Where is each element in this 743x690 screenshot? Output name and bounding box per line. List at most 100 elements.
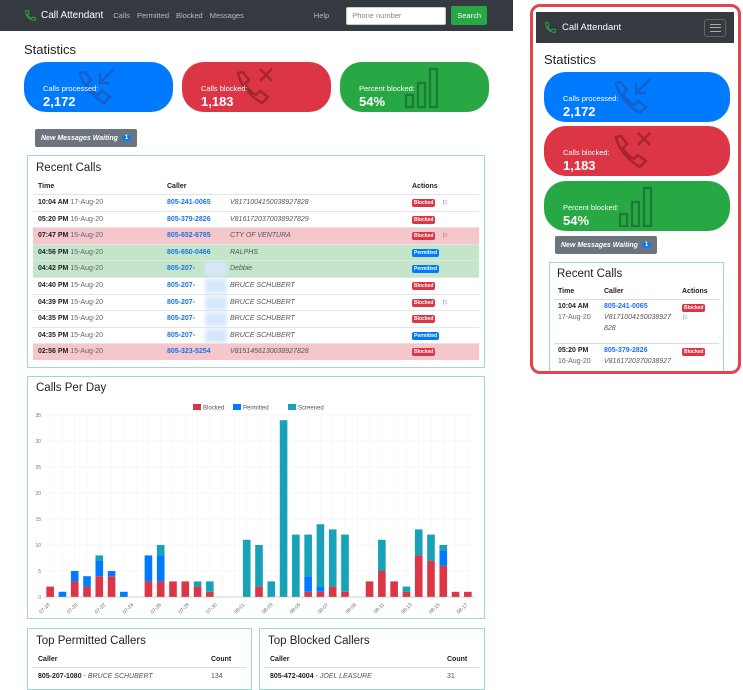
bar-blocked[interactable] <box>156 581 165 597</box>
blocked-badge[interactable]: Blocked <box>682 304 706 312</box>
blocked-badge[interactable]: Blocked <box>412 348 436 357</box>
calls-blocked-card[interactable]: Calls blocked: 1,183 <box>182 62 331 112</box>
bar-screened[interactable] <box>156 545 165 556</box>
table-row[interactable]: 04:40 PM 15-Aug-20 805-207- BRUCE SCHUBERT… <box>33 277 479 294</box>
bar-screened[interactable] <box>242 539 251 597</box>
table-row[interactable]: 07:47 PM 15-Aug-20 805-652-6785 CTY OF VEN… <box>33 227 479 244</box>
bar-blocked[interactable] <box>378 571 386 597</box>
bar-screened[interactable] <box>378 539 386 571</box>
bar-permitted[interactable] <box>83 576 91 587</box>
search-button[interactable]: Search <box>451 6 487 25</box>
bar-screened[interactable] <box>206 581 214 592</box>
bar-permitted[interactable] <box>144 555 153 582</box>
brand[interactable]: Call Attendant <box>24 9 103 22</box>
bar-blocked[interactable] <box>255 586 263 597</box>
bar-blocked[interactable] <box>95 576 104 597</box>
flag-icon[interactable]: ⚐ <box>442 299 449 307</box>
mobile-brand-title[interactable]: Call Attendant <box>562 22 622 33</box>
bar-screened[interactable] <box>316 524 325 587</box>
bar-permitted[interactable] <box>107 571 116 577</box>
caller-number[interactable]: 805-379-2826 <box>167 215 211 223</box>
bar-screened[interactable] <box>193 581 202 587</box>
caller-number[interactable]: 805-650-0466 <box>167 248 211 256</box>
bar-blocked[interactable] <box>414 555 423 597</box>
table-row[interactable]: 805-472-4004 - JOEL LEASURE <box>270 673 372 680</box>
table-row[interactable]: 02:56 PM 15-Aug-20 805-323-5254 V815145613… <box>33 343 479 361</box>
mobile-percent-card[interactable]: Percent blocked: 54% <box>544 181 730 231</box>
permitted-badge[interactable]: Permitted <box>412 331 440 340</box>
table-row[interactable]: 04:39 PM 15-Aug-20 805-207- BRUCE SCHUBERT… <box>33 293 479 311</box>
caller-number[interactable]: 805-379-2826 <box>604 347 648 354</box>
permitted-badge[interactable]: Permitted <box>412 265 440 274</box>
caller-number[interactable]: 805-241-0065 <box>604 303 648 310</box>
bar-permitted[interactable] <box>120 591 128 597</box>
percent-blocked-card[interactable]: Percent blocked: 54% <box>340 62 489 112</box>
bar-blocked[interactable] <box>365 581 374 597</box>
bar-screened[interactable] <box>292 534 300 597</box>
bar-screened[interactable] <box>328 529 337 587</box>
bar-blocked[interactable] <box>304 591 312 597</box>
caller-number[interactable]: 805-207- <box>167 282 196 289</box>
bar-permitted[interactable] <box>58 591 67 597</box>
bar-blocked[interactable] <box>70 581 79 597</box>
bar-screened[interactable] <box>427 534 435 561</box>
blocked-badge[interactable]: Blocked <box>412 232 436 241</box>
bar-blocked[interactable] <box>328 586 337 597</box>
bar-blocked[interactable] <box>464 591 472 597</box>
menu-toggle-button[interactable] <box>704 18 726 37</box>
permitted-badge[interactable]: Permitted <box>412 248 440 257</box>
flag-icon[interactable]: ⚐ <box>442 200 449 207</box>
new-messages-button[interactable]: New Messages Waiting 1 <box>35 129 138 147</box>
nav-permitted[interactable]: Permitted <box>136 11 170 20</box>
bar-screened[interactable] <box>414 529 423 556</box>
bar-permitted[interactable] <box>316 586 325 592</box>
bar-blocked[interactable] <box>206 591 214 597</box>
mobile-new-messages-button[interactable]: New Messages Waiting 1 <box>555 236 658 254</box>
caller-number[interactable]: 805-241-0065 <box>167 199 211 206</box>
caller-number[interactable]: 805-652-6785 <box>167 232 211 240</box>
table-row[interactable]: 04:56 PM 15-Aug-20 805-650-0466 RALPHS Perm… <box>33 243 479 261</box>
nav-calls[interactable]: Calls <box>113 11 130 20</box>
bar-blocked[interactable] <box>193 586 202 597</box>
blocked-badge[interactable]: Blocked <box>412 298 436 307</box>
blocked-badge[interactable]: Blocked <box>412 282 436 290</box>
bar-screened[interactable] <box>279 420 288 597</box>
bar-screened[interactable] <box>304 534 312 577</box>
bar-blocked[interactable] <box>402 591 411 597</box>
bar-blocked[interactable] <box>451 591 460 597</box>
bar-blocked[interactable] <box>341 591 349 597</box>
nav-blocked[interactable]: Blocked <box>176 11 203 20</box>
table-row[interactable]: 04:35 PM 15-Aug-20 805-207- BRUCE SCHUBERT… <box>33 326 479 344</box>
search-input[interactable] <box>346 6 447 25</box>
caller-number[interactable]: 805-207- <box>167 298 196 306</box>
bar-permitted[interactable] <box>70 571 79 582</box>
blocked-badge[interactable]: Blocked <box>412 215 436 224</box>
flag-icon[interactable]: ⚐ <box>442 233 449 241</box>
blocked-badge[interactable]: Blocked <box>412 199 436 207</box>
table-row[interactable]: 04:35 PM 15-Aug-20 805-207- BRUCE SCHUBERT… <box>33 310 479 327</box>
table-row[interactable]: 10:04 AM 17-Aug-20 805-241-0065 V817100415… <box>33 194 479 211</box>
bar-screened[interactable] <box>402 586 411 592</box>
table-row[interactable]: 05:20 PM 16-Aug-20 805-379-2826 V816172037… <box>33 210 479 228</box>
mobile-processed-card[interactable]: Calls processed: 2,172 <box>544 72 730 122</box>
calls-processed-card[interactable]: Calls processed: 2,172 <box>24 62 173 112</box>
caller-number[interactable]: 805-207- <box>167 265 196 273</box>
caller-number[interactable]: 805-323-5254 <box>167 348 211 356</box>
bar-permitted[interactable] <box>156 555 165 582</box>
bar-blocked[interactable] <box>107 576 116 597</box>
bar-screened[interactable] <box>255 545 263 587</box>
bar-blocked[interactable] <box>427 560 435 597</box>
blocked-badge[interactable]: Blocked <box>682 348 706 356</box>
bar-screened[interactable] <box>439 545 448 551</box>
bar-blocked[interactable] <box>83 586 91 597</box>
blocked-badge[interactable]: Blocked <box>412 315 436 324</box>
bar-permitted[interactable] <box>95 560 104 577</box>
caller-number[interactable]: 805-207- <box>167 331 196 339</box>
flag-icon[interactable]: ⚐ <box>682 315 689 322</box>
bar-blocked[interactable] <box>169 581 177 597</box>
bar-blocked[interactable] <box>316 591 325 597</box>
table-row[interactable]: 04:42 PM 15-Aug-20 805-207- Debbie Permitte… <box>33 260 479 278</box>
bar-permitted[interactable] <box>304 576 312 592</box>
bar-blocked[interactable] <box>390 581 398 597</box>
table-row[interactable]: 10:04 AM 17-Aug-20 805-241-0065 V8171004… <box>550 303 723 341</box>
